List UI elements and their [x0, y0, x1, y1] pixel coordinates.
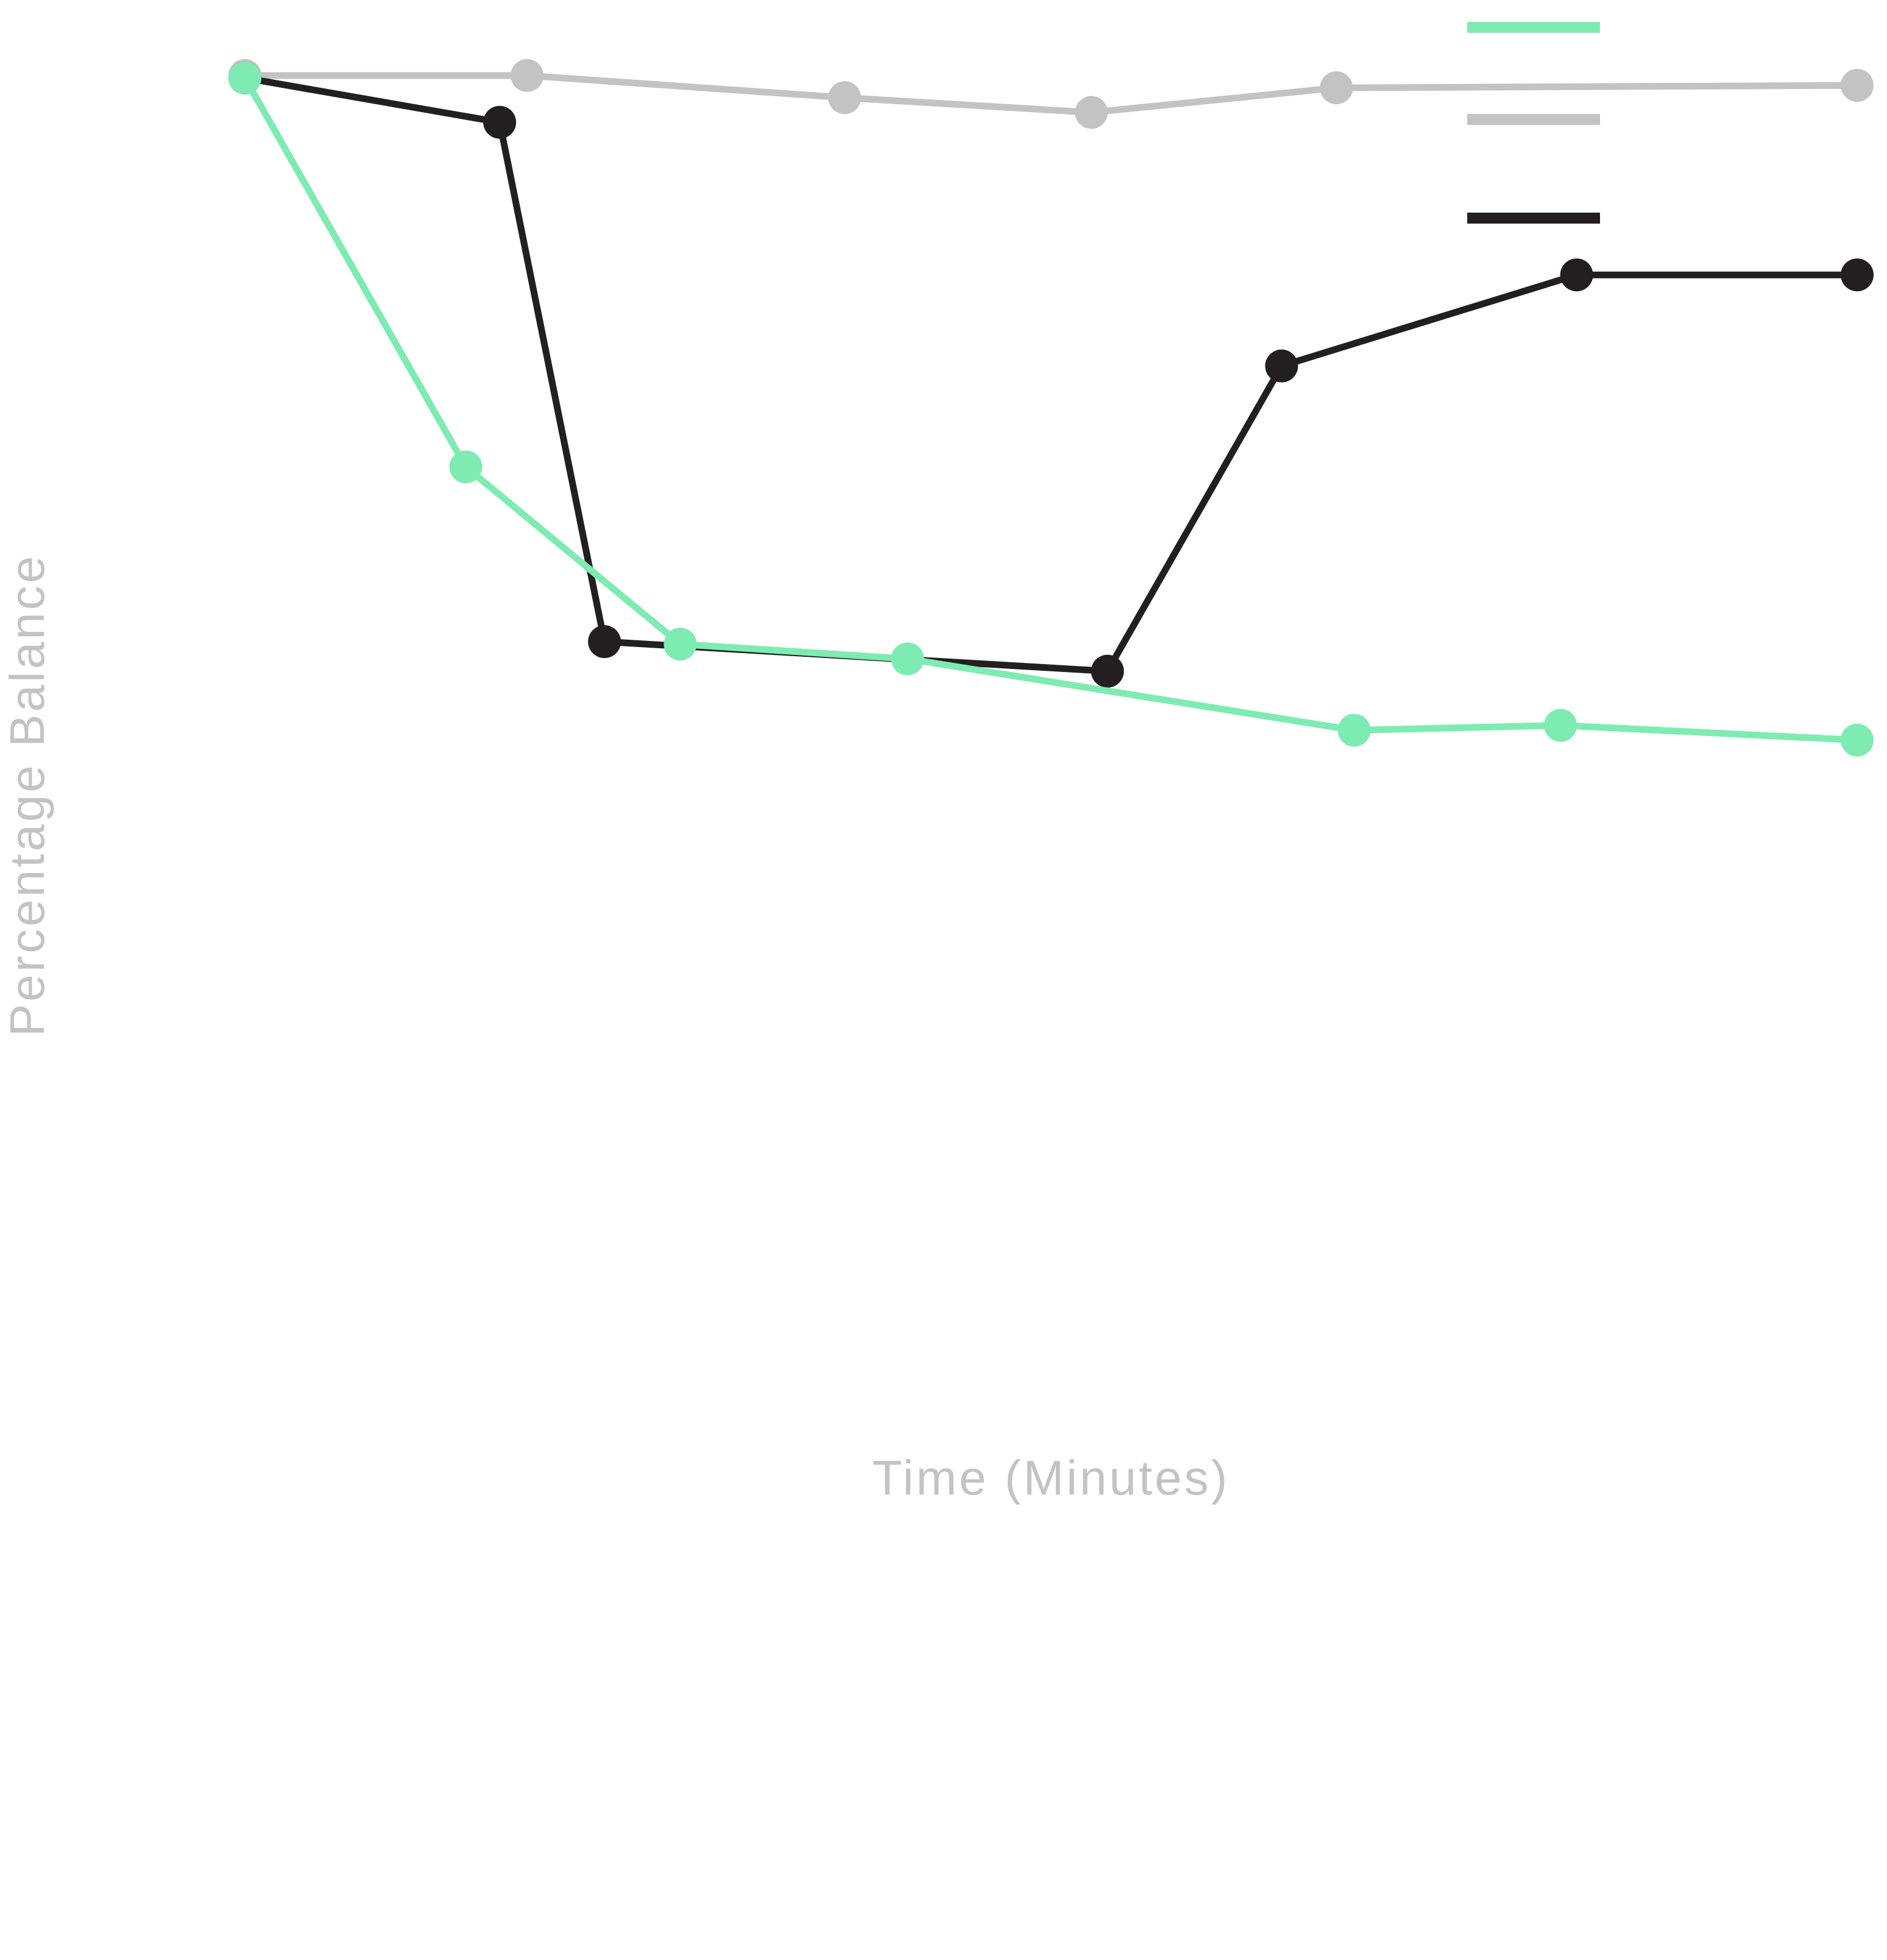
series-1-point-4: [891, 642, 924, 676]
series-1-point-7: [1841, 723, 1874, 757]
series-3-point-5: [1265, 349, 1298, 383]
series-2-point-3: [828, 81, 862, 115]
series-3-point-3: [588, 625, 621, 659]
series-1-point-1: [228, 62, 261, 94]
series-2-point-4: [1075, 96, 1108, 129]
series-1-point-3: [664, 628, 697, 661]
series-3: [228, 62, 1874, 688]
series-3-point-4: [1091, 654, 1124, 688]
series-1: [228, 62, 1874, 757]
series-2-point-6: [1841, 69, 1874, 102]
series-2-point-5: [1320, 71, 1353, 105]
legend: [1467, 22, 1600, 224]
x-axis-title: Time (Minutes): [873, 1451, 1230, 1505]
series-3-point-6: [1560, 258, 1593, 292]
series-2-line: [245, 72, 1858, 116]
series-2-point-2: [511, 58, 544, 92]
series-1-line: [242, 76, 1858, 744]
series-1-point-5: [1337, 713, 1371, 747]
series-1-point-6: [1544, 709, 1577, 742]
series-3-point-2: [483, 105, 517, 139]
y-axis-title: Percentage Balance: [0, 554, 54, 1037]
plot-area: [228, 58, 1874, 757]
series-1-point-2: [449, 450, 483, 484]
series-3-point-7: [1841, 258, 1874, 292]
series-3-line: [244, 74, 1857, 675]
